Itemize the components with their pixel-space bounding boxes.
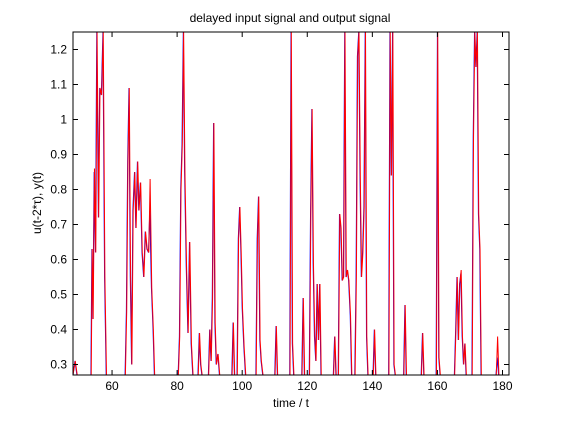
y-axis: 0.3 0.4 0.5 0.6 0.7 0.8 0.9 1 1.1 1.2 (50, 43, 509, 372)
x-axis: 60 80 100 120 140 160 180 (105, 32, 513, 393)
chart-title: delayed input signal and output signal (190, 11, 391, 25)
series-line-2 (73, 32, 509, 375)
y-tick-label: 0.7 (50, 218, 67, 232)
y-tick-label: 0.6 (50, 253, 67, 267)
x-tick-label: 80 (170, 379, 184, 393)
y-tick-label: 1.2 (50, 43, 67, 57)
x-axis-label: time / t (273, 396, 310, 410)
x-tick-label: 160 (427, 379, 447, 393)
y-tick-label: 0.3 (50, 358, 67, 372)
x-tick-label: 140 (362, 379, 382, 393)
y-tick-label: 0.5 (50, 288, 67, 302)
y-axis-label: u(t-2*τ), y(t) (30, 172, 44, 234)
x-tick-label: 100 (232, 379, 252, 393)
series-layer (73, 32, 509, 375)
y-tick-label: 1.1 (50, 78, 67, 92)
y-tick-label: 1 (60, 113, 67, 127)
x-tick-label: 120 (297, 379, 317, 393)
y-tick-label: 0.9 (50, 148, 67, 162)
x-tick-label: 60 (105, 379, 119, 393)
plot-frame (72, 31, 510, 376)
y-tick-label: 0.4 (50, 323, 67, 337)
y-tick-label: 0.8 (50, 183, 67, 197)
x-tick-label: 180 (492, 379, 512, 393)
